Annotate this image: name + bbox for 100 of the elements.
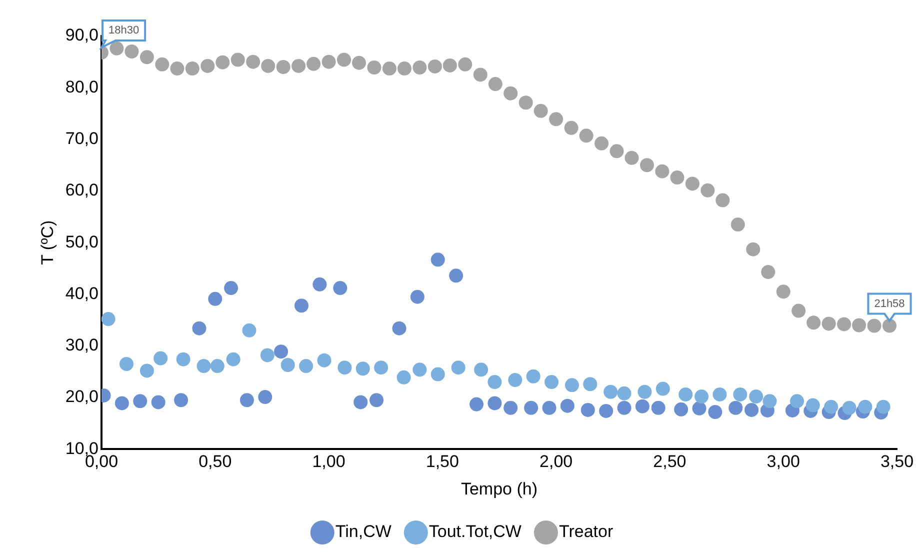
point	[154, 351, 168, 366]
point	[382, 62, 396, 76]
point	[430, 252, 445, 267]
point	[208, 292, 222, 306]
y-tick-label: 40,0	[65, 284, 98, 303]
point	[560, 398, 574, 413]
point	[624, 150, 639, 165]
point	[670, 170, 684, 185]
point	[176, 352, 190, 366]
point	[674, 402, 688, 416]
point	[397, 62, 412, 76]
point	[224, 281, 238, 296]
point	[140, 50, 154, 64]
point	[776, 284, 790, 299]
point	[306, 56, 321, 71]
point	[196, 359, 211, 374]
x-tick-label: 2,00	[540, 452, 573, 472]
point	[140, 364, 154, 378]
point	[635, 399, 650, 414]
point	[564, 378, 579, 392]
point	[322, 54, 336, 69]
point	[488, 375, 502, 390]
point	[694, 390, 709, 404]
point	[280, 358, 295, 372]
point	[338, 360, 352, 375]
x-tick-label: 3,50	[880, 452, 914, 472]
point	[451, 360, 466, 375]
point	[708, 405, 722, 420]
point	[542, 400, 556, 415]
point	[192, 321, 206, 336]
point	[442, 58, 457, 72]
point	[518, 96, 533, 110]
legend-label: Tout.Tot,CW	[428, 522, 522, 542]
point	[488, 77, 502, 92]
point	[101, 312, 116, 326]
point	[337, 52, 352, 67]
point	[242, 323, 256, 338]
point	[352, 56, 366, 70]
point	[728, 400, 743, 415]
y-tick-label: 90,0	[65, 26, 98, 45]
y-tick-label: 20,0	[65, 387, 98, 406]
point	[824, 400, 838, 414]
point	[458, 57, 472, 72]
point	[412, 60, 427, 75]
point	[678, 387, 693, 402]
point	[226, 352, 240, 366]
point	[430, 367, 445, 382]
point	[882, 318, 896, 333]
point	[579, 128, 594, 143]
point	[549, 112, 564, 126]
point	[370, 393, 384, 408]
point	[656, 382, 670, 396]
annotation: 18h30	[108, 24, 140, 37]
point	[317, 353, 332, 368]
legend-label: Tin,CW	[335, 522, 392, 542]
y-tick-label: 80,0	[65, 77, 98, 96]
point	[200, 58, 215, 73]
point	[276, 60, 290, 74]
y-tick-label: 60,0	[65, 180, 98, 200]
point	[746, 242, 760, 256]
point	[544, 375, 559, 390]
point	[488, 396, 502, 410]
point	[504, 86, 518, 100]
point	[185, 62, 200, 76]
point	[230, 52, 245, 67]
point	[583, 377, 598, 392]
point	[617, 386, 632, 400]
point	[730, 218, 745, 232]
point	[761, 265, 776, 280]
point	[852, 318, 866, 332]
point	[246, 54, 260, 69]
point	[428, 59, 442, 74]
point	[762, 394, 777, 408]
point	[508, 372, 522, 387]
point	[604, 384, 618, 399]
point	[258, 390, 272, 404]
point	[374, 360, 388, 375]
y-tick-label: 70,0	[65, 128, 98, 148]
point	[876, 400, 890, 414]
point	[744, 402, 759, 417]
point	[837, 317, 852, 332]
point	[822, 316, 836, 331]
x-axis-title: Tempo (h)	[460, 479, 538, 498]
point	[594, 136, 609, 150]
point	[806, 316, 821, 330]
point	[292, 58, 306, 73]
legend-label: Treator	[558, 522, 614, 542]
y-axis-title: T (ºC)	[38, 220, 57, 265]
point	[655, 164, 670, 178]
point	[114, 396, 129, 410]
point	[170, 62, 184, 76]
point	[240, 393, 254, 408]
point	[474, 362, 488, 377]
x-tick-label: 0,50	[198, 452, 232, 472]
point	[792, 304, 806, 318]
point	[155, 57, 170, 72]
point	[274, 344, 288, 359]
point	[700, 183, 715, 198]
point	[260, 348, 274, 362]
point	[504, 400, 518, 415]
